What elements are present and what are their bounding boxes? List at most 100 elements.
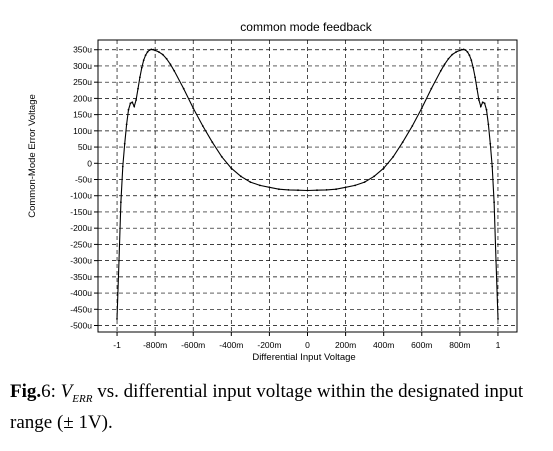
x-tick-label: 600m xyxy=(411,340,432,350)
data-point xyxy=(118,259,120,262)
data-point xyxy=(466,51,469,53)
data-point xyxy=(152,48,155,51)
data-point xyxy=(173,69,176,72)
data-point xyxy=(470,59,473,61)
data-point xyxy=(123,142,126,145)
x-axis: -1 -800m -600m -400m -200m 0 200m 400m 600m 800m 1 xyxy=(113,332,501,350)
data-point xyxy=(382,167,385,170)
data-point xyxy=(363,181,366,184)
x-tick-label: -800m xyxy=(143,340,167,350)
data-point xyxy=(478,99,480,101)
caption-variable-subscript: ERR xyxy=(72,392,93,405)
data-point xyxy=(335,188,337,191)
data-point xyxy=(373,175,376,178)
data-point xyxy=(201,125,204,127)
data-point xyxy=(220,155,223,158)
data-point xyxy=(230,167,233,170)
x-tick-label: -400m xyxy=(219,340,243,350)
data-point xyxy=(239,175,242,178)
data-point xyxy=(125,123,128,126)
data-point xyxy=(139,76,141,79)
marker-group xyxy=(116,48,499,320)
x-tick-label: 0 xyxy=(305,340,310,350)
data-point xyxy=(443,63,446,66)
y-tick-label: -150u xyxy=(70,207,92,217)
chart-title: common mode feedback xyxy=(240,20,372,34)
data-point xyxy=(165,57,168,60)
data-point xyxy=(447,57,450,60)
data-point xyxy=(493,201,495,204)
data-point xyxy=(140,66,143,69)
data-point xyxy=(392,155,395,158)
y-axis: 350u 300u 250u 200u 150u 100u 50u 0 -50u -100u -15… xyxy=(70,45,98,331)
y-tick-label: -250u xyxy=(70,239,92,249)
y-tick-label: -500u xyxy=(70,321,92,331)
data-point xyxy=(129,102,132,105)
y-tick-label: -350u xyxy=(70,272,92,282)
data-point xyxy=(430,87,433,90)
data-point xyxy=(135,99,138,101)
data-point xyxy=(259,184,261,187)
y-tick-label: -50u xyxy=(75,175,92,185)
data-point xyxy=(148,49,151,51)
data-point xyxy=(182,87,185,90)
data-point xyxy=(278,188,280,191)
data-point xyxy=(120,201,122,204)
x-tick-label: 1 xyxy=(496,340,501,350)
data-point xyxy=(249,181,252,184)
data-point xyxy=(483,102,486,105)
data-point xyxy=(150,48,153,51)
data-point xyxy=(297,189,299,192)
data-point xyxy=(306,189,309,192)
data-point xyxy=(455,51,457,53)
y-tick-label: 200u xyxy=(73,93,92,103)
y-tick-label: 150u xyxy=(73,110,92,120)
data-point xyxy=(468,54,471,57)
y-tick-label: -100u xyxy=(70,191,92,201)
x-tick-label: -600m xyxy=(181,340,205,350)
data-point xyxy=(489,142,492,145)
y-tick-label: -300u xyxy=(70,256,92,266)
data-point xyxy=(137,87,139,90)
data-point xyxy=(325,189,328,191)
data-point xyxy=(485,108,488,111)
data-point xyxy=(268,186,271,189)
data-point xyxy=(479,105,482,108)
x-axis-label: Differential Input Voltage xyxy=(252,352,355,363)
data-point xyxy=(146,51,149,53)
caption-label: Fig. xyxy=(10,381,42,402)
data-point xyxy=(131,101,134,104)
data-point xyxy=(133,105,136,108)
data-point xyxy=(420,107,423,109)
data-point xyxy=(192,107,195,109)
data-point xyxy=(316,189,318,192)
caption-variable: V xyxy=(60,381,73,402)
y-axis-label: Common-Mode Error Voltage xyxy=(27,94,38,218)
data-point xyxy=(354,184,356,187)
data-point xyxy=(211,141,214,144)
data-point xyxy=(464,49,467,51)
data-point xyxy=(287,189,290,191)
y-tick-label: 350u xyxy=(73,45,92,55)
data-point xyxy=(401,141,404,144)
x-tick-label: -200m xyxy=(257,340,281,350)
data-point xyxy=(451,53,454,56)
x-tick-label: -1 xyxy=(113,340,121,350)
data-point xyxy=(158,51,160,53)
data-point xyxy=(344,186,347,189)
figure-caption: Fig.6: VERR vs. differential input volta… xyxy=(10,381,524,433)
x-tick-label: 800m xyxy=(449,340,470,350)
data-point xyxy=(497,318,499,320)
grid xyxy=(98,40,517,332)
data-point xyxy=(481,101,484,104)
data-point xyxy=(116,318,118,320)
data-point xyxy=(462,48,465,51)
y-tick-label: 50u xyxy=(78,142,92,152)
data-point xyxy=(154,49,157,52)
data-point xyxy=(144,54,147,57)
data-point xyxy=(169,63,172,66)
y-tick-label: 0 xyxy=(87,158,92,168)
data-point xyxy=(142,59,145,61)
data-point xyxy=(487,123,490,126)
